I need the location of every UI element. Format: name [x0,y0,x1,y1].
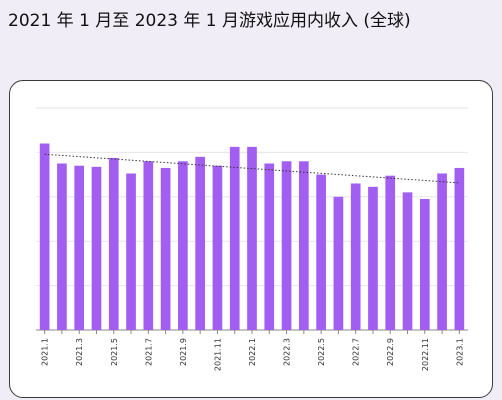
x-tick-label: 2023.1 [455,338,464,366]
bar [454,167,465,330]
bar [74,165,85,330]
x-tick-label: 2022.3 [283,338,292,366]
x-tick-label: 2021.9 [179,338,188,366]
bar [108,157,119,330]
x-tick-label: 2021.1 [41,338,50,366]
bar [385,175,396,330]
bar [229,146,240,330]
bar [212,165,223,330]
x-tick-label: 2022.9 [386,338,395,366]
bar [333,196,344,330]
x-tick-label: 2022.11 [421,338,430,371]
bar [264,163,275,330]
x-tick-label: 2021.5 [110,338,119,366]
bar [247,146,257,330]
x-tick-label: 2022.7 [352,338,361,366]
bar [281,161,292,330]
x-tick-label: 2021.11 [213,338,222,371]
bar [316,174,326,330]
bar [419,199,430,330]
x-tick-label: 2022.1 [248,338,257,366]
bar [299,161,309,330]
bar [350,183,361,330]
x-tick-label: 2021.3 [75,338,84,366]
bar [437,173,447,330]
x-tick-label: 2021.7 [144,338,153,366]
trend-line [44,153,460,184]
bar [126,173,136,330]
bar [57,163,67,330]
bar [195,156,205,330]
bar [91,166,102,330]
bar [143,161,154,330]
x-tick-label: 2022.5 [317,338,326,366]
chart-title: 2021 年 1 月至 2023 年 1 月游戏应用内收入 (全球) [8,11,411,31]
bar [368,186,378,330]
bar [178,161,188,330]
bar [39,143,50,330]
bar [160,167,171,330]
bar [402,192,413,330]
